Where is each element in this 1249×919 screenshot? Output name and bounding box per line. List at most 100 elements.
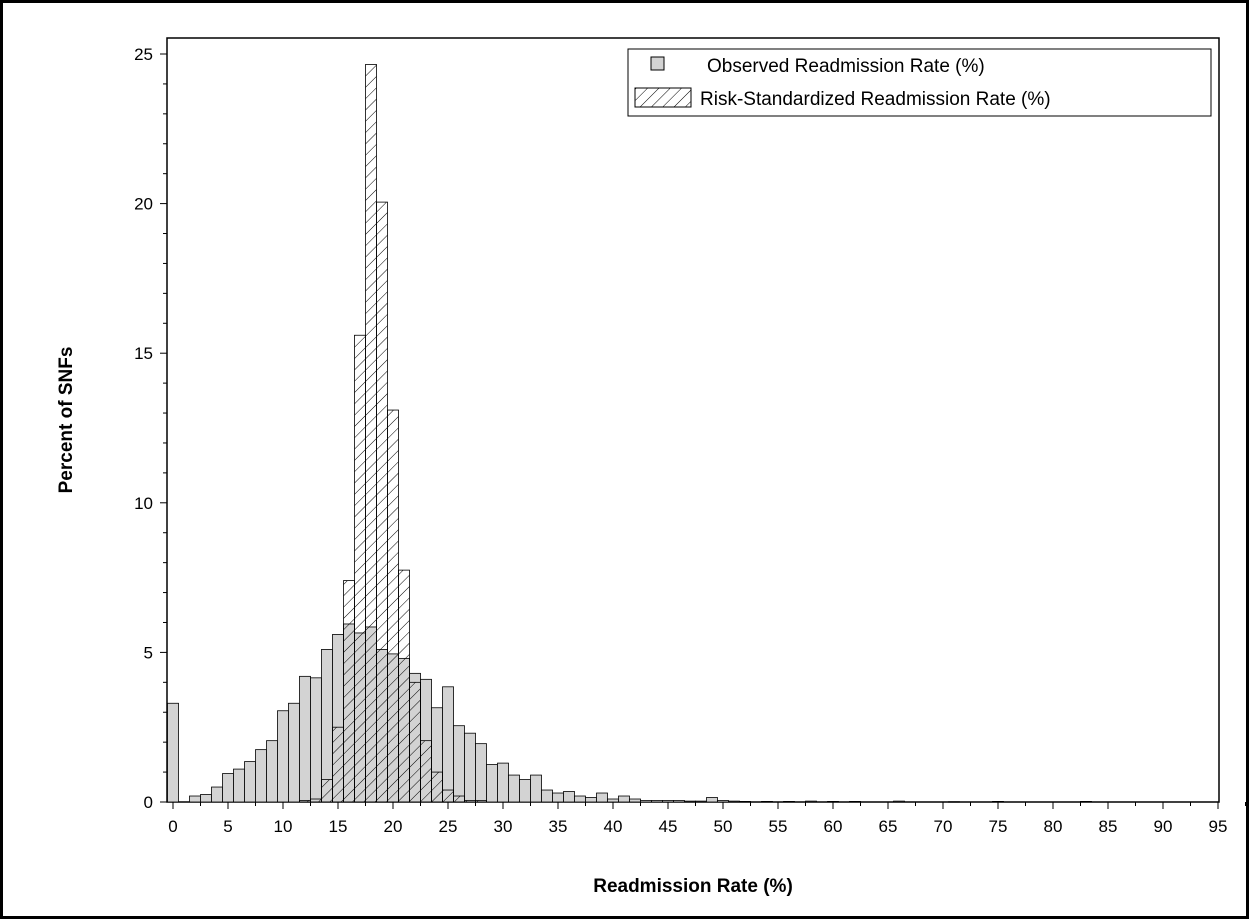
observed-bar [563, 791, 575, 803]
observed-bar [442, 686, 454, 803]
x-tick-label: 90 [1154, 817, 1173, 836]
observed-bar [519, 779, 531, 803]
observed-bar [167, 702, 179, 803]
risk-standardized-bar [464, 800, 476, 803]
y-axis-title: Percent of SNFs [56, 347, 77, 494]
observed-bar [673, 800, 685, 803]
x-tick-label: 5 [223, 817, 232, 836]
observed-bar [508, 774, 520, 803]
observed-bar [948, 801, 960, 803]
risk-standardized-bar [453, 795, 465, 803]
risk-standardized-bar [365, 64, 377, 803]
observed-bar [992, 801, 1004, 803]
risk-standardized-bar [409, 681, 421, 803]
observed-bar [497, 762, 509, 803]
y-tick-label: 5 [144, 643, 153, 662]
observed-bar [541, 789, 553, 803]
observed-bar [299, 675, 311, 803]
x-tick-label: 55 [769, 817, 788, 836]
observed-bar [739, 801, 751, 803]
observed-bar [530, 774, 542, 803]
x-tick-label: 45 [659, 817, 678, 836]
legend: Observed Readmission Rate (%) Risk-Stand… [627, 48, 1212, 117]
observed-bar [585, 797, 597, 803]
observed-bar [321, 649, 333, 803]
risk-standardized-bar [420, 740, 432, 803]
risk-standardized-bars [299, 64, 487, 803]
x-tick-label: 95 [1209, 817, 1228, 836]
observed-bar [662, 800, 674, 803]
observed-bar [805, 800, 817, 803]
risk-standardized-bar [299, 800, 311, 803]
risk-standardized-bar [321, 779, 333, 803]
risk-standardized-bar [376, 201, 388, 803]
risk-standardized-bar [475, 800, 487, 803]
observed-bar [200, 794, 212, 803]
y-tick-label: 25 [134, 45, 153, 64]
risk-standardized-bar [442, 789, 454, 803]
observed-bar [189, 795, 201, 803]
legend-risk-swatch [634, 87, 692, 108]
risk-standardized-bar [398, 569, 410, 803]
x-tick-label: 40 [604, 817, 623, 836]
risk-standardized-bar [310, 798, 322, 803]
observed-bar [783, 801, 795, 803]
observed-bar [618, 795, 630, 803]
x-tick-label: 0 [168, 817, 177, 836]
x-tick-label: 10 [274, 817, 293, 836]
x-tick-label: 15 [329, 817, 348, 836]
observed-bar [827, 801, 839, 803]
observed-bar [244, 761, 256, 803]
legend-observed-swatch [650, 56, 665, 71]
observed-bar [222, 773, 234, 803]
observed-bar [453, 725, 465, 803]
x-tick-label: 70 [934, 817, 953, 836]
legend-box [627, 48, 1212, 117]
x-tick-label: 35 [549, 817, 568, 836]
risk-standardized-bar [431, 771, 443, 803]
y-tick-label: 15 [134, 344, 153, 363]
x-tick-label: 85 [1099, 817, 1118, 836]
y-tick-label: 0 [144, 793, 153, 812]
legend-risk-label: Risk-Standardized Readmission Rate (%) [700, 89, 1051, 110]
x-tick-label: 30 [494, 817, 513, 836]
observed-bar [607, 798, 619, 803]
x-tick-label: 50 [714, 817, 733, 836]
x-tick-label: 20 [384, 817, 403, 836]
observed-bar [596, 792, 608, 803]
observed-bar [893, 800, 905, 803]
x-tick-label: 80 [1044, 817, 1063, 836]
x-tick-label: 75 [989, 817, 1008, 836]
observed-bar [486, 764, 498, 803]
observed-bar [233, 768, 245, 803]
observed-bar [211, 786, 223, 803]
observed-bar [475, 743, 487, 803]
observed-bar [849, 801, 861, 803]
observed-bar [288, 702, 300, 803]
x-tick-label: 25 [439, 817, 458, 836]
observed-bar [574, 795, 586, 803]
observed-bar [552, 792, 564, 803]
observed-bar [761, 801, 773, 803]
x-tick-label: 65 [879, 817, 898, 836]
observed-bar [651, 800, 663, 803]
legend-observed-label: Observed Readmission Rate (%) [707, 56, 985, 77]
risk-standardized-bar [354, 334, 366, 803]
observed-bar [255, 749, 267, 803]
observed-bar [310, 677, 322, 803]
y-tick-label: 20 [134, 195, 153, 214]
risk-standardized-bar [343, 580, 355, 803]
y-tick-label: 10 [134, 494, 153, 513]
observed-bar [728, 800, 740, 803]
observed-bar [277, 710, 289, 803]
observed-bar [464, 732, 476, 803]
observed-bar [695, 800, 707, 803]
x-axis-title: Readmission Rate (%) [593, 876, 793, 897]
observed-bar [684, 800, 696, 803]
x-tick-label: 60 [824, 817, 843, 836]
axes: 0 5 10 15 20 25 0 5 10 15 20 25 30 35 40 45 50 55 60 65 70 75… [134, 45, 1246, 836]
observed-bar [640, 800, 652, 803]
observed-bar [266, 740, 278, 803]
